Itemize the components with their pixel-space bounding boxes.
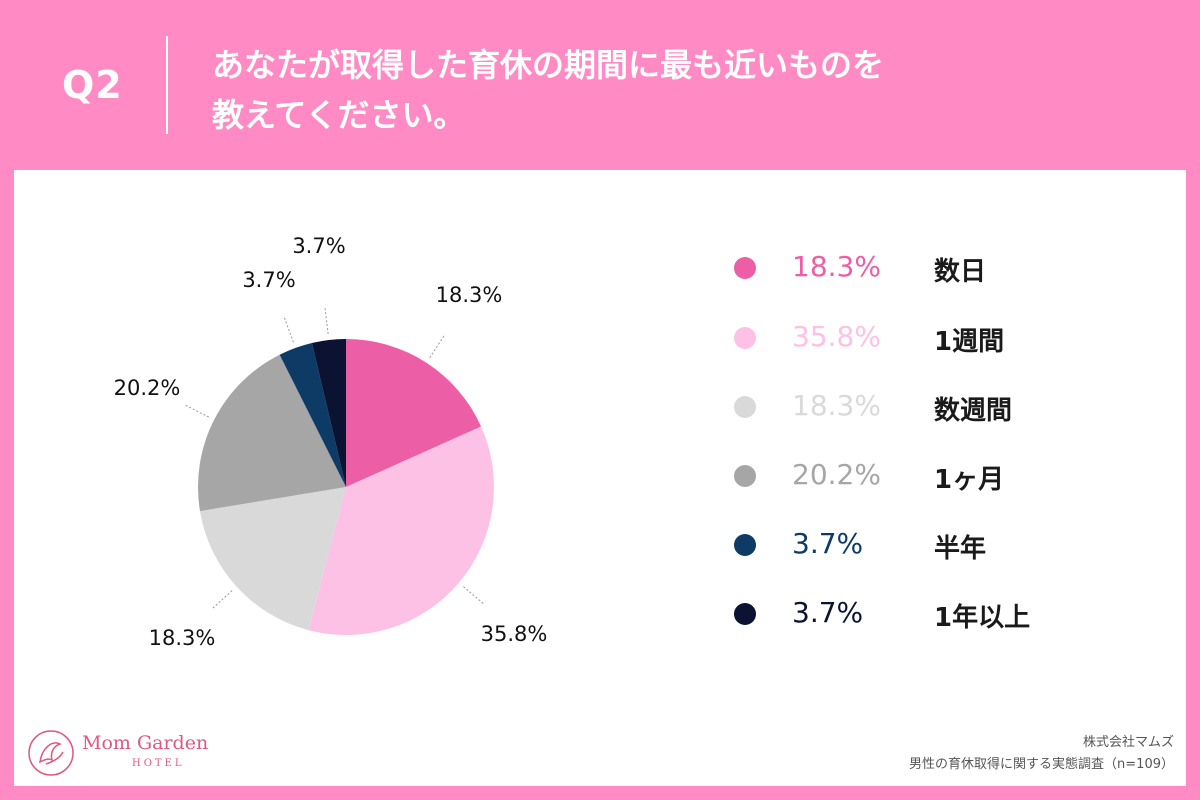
legend-category: 数日	[934, 257, 987, 287]
logo: Mom Garden HOTEL	[26, 728, 226, 784]
legend-item-6: 3.7% 1年以上	[734, 594, 1094, 634]
leader-line-1	[429, 333, 446, 359]
pie-slice-2	[308, 426, 495, 635]
question-line-2: 教えてください。	[212, 96, 466, 134]
legend-category: 1ヶ月	[934, 465, 1005, 495]
leader-line-6	[324, 306, 329, 335]
legend-swatch	[734, 396, 756, 418]
pie-slice-6	[311, 339, 346, 487]
legend-category: 数週間	[934, 396, 1013, 426]
legend-item-2: 35.8% 1週間	[734, 318, 1094, 358]
chart-card: 18.3% 35.8% 18.3% 20.2% 3.7% 3.7% 18.3% 数日 35.8…	[14, 170, 1186, 786]
legend-item-1: 18.3% 数日	[734, 248, 1094, 288]
logo-sub: HOTEL	[132, 758, 185, 769]
source-company: 株式会社マムズ	[1082, 735, 1174, 750]
legend-percent: 35.8%	[792, 320, 881, 353]
data-label-4: 20.2%	[114, 376, 181, 400]
legend-item-3: 18.3% 数週間	[734, 387, 1094, 427]
legend-swatch	[734, 465, 756, 487]
legend-item-4: 20.2% 1ヶ月	[734, 456, 1094, 496]
pie-slice-5	[279, 342, 346, 487]
question-number: Q2	[62, 63, 123, 107]
header: Q2 あなたが取得した育休の期間に最も近いものを 教えてください。	[0, 0, 1200, 170]
pie-slice-3	[199, 487, 346, 631]
data-label-2: 35.8%	[481, 622, 548, 646]
leader-line-4	[183, 403, 210, 418]
legend-percent: 3.7%	[792, 527, 864, 560]
pie-chart: 18.3% 35.8% 18.3% 20.2% 3.7% 3.7%	[114, 234, 548, 650]
logo-name: Mom Garden	[82, 732, 209, 754]
legend-percent: 18.3%	[792, 250, 881, 283]
legend-percent: 18.3%	[792, 389, 881, 422]
source-note: 株式会社マムズ 男性の育休取得に関する実態調査（n=109）	[909, 732, 1174, 776]
leader-line-2	[463, 586, 486, 606]
legend-item-5: 3.7% 半年	[734, 525, 1094, 565]
legend-category: 半年	[934, 534, 987, 564]
legend-swatch	[734, 534, 756, 556]
legend-swatch	[734, 603, 756, 625]
data-label-6: 3.7%	[292, 234, 345, 258]
legend-category: 1年以上	[934, 603, 1031, 633]
data-label-1: 18.3%	[436, 283, 503, 307]
legend-swatch	[734, 327, 756, 349]
question-text: あなたが取得した育休の期間に最も近いものを 教えてください。	[212, 40, 1112, 140]
header-divider	[166, 36, 168, 134]
mom-garden-logo-icon	[28, 730, 74, 776]
legend-percent: 20.2%	[792, 458, 881, 491]
leader-line-3	[211, 590, 233, 610]
legend-swatch	[734, 257, 756, 279]
pie-slice-1	[346, 339, 482, 487]
leader-line-5	[283, 315, 294, 343]
data-label-5: 3.7%	[242, 268, 295, 292]
source-survey: 男性の育休取得に関する実態調査（n=109）	[909, 757, 1174, 772]
data-label-3: 18.3%	[149, 626, 216, 650]
pie-slice-4	[198, 354, 346, 512]
question-line-1: あなたが取得した育休の期間に最も近いものを	[212, 46, 885, 84]
legend-percent: 3.7%	[792, 596, 864, 629]
legend-category: 1週間	[934, 327, 1005, 357]
